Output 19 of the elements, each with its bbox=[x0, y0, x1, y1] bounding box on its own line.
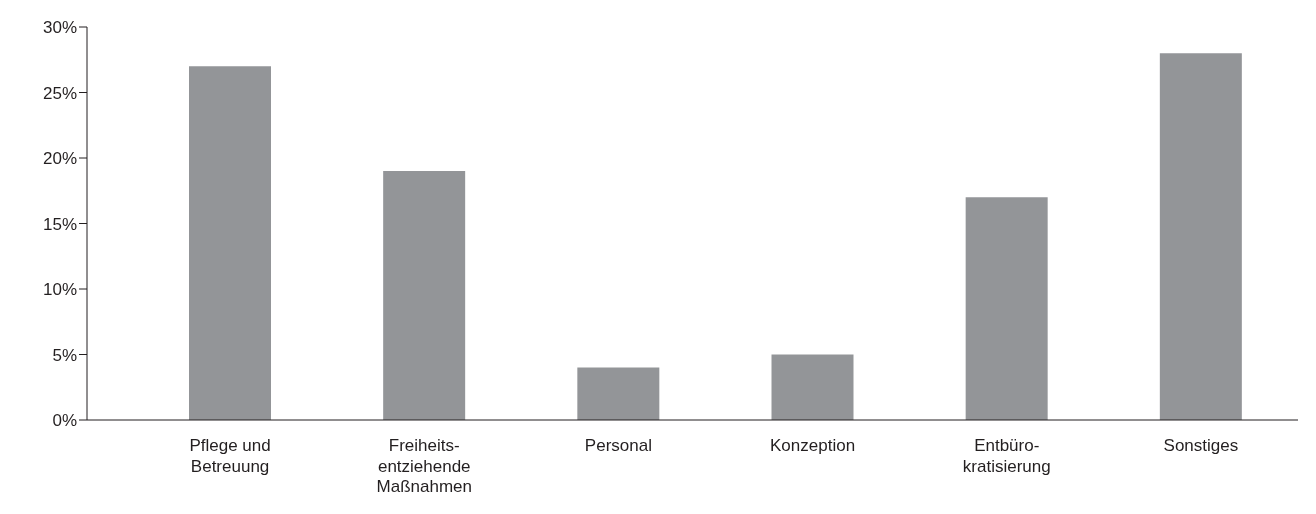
y-tick-label: 25% bbox=[42, 83, 77, 103]
bar bbox=[577, 367, 660, 420]
x-tick-label: Entbüro- kratisierung bbox=[962, 436, 1051, 476]
x-tick-label: Sonstiges bbox=[1163, 436, 1239, 456]
y-tick-label: 10% bbox=[42, 280, 77, 300]
bar bbox=[965, 197, 1048, 420]
y-tick-label: 20% bbox=[42, 149, 77, 169]
x-tick-label: Freiheits- entziehende Maßnahmen bbox=[376, 436, 472, 497]
x-tick-label: Konzeption bbox=[770, 436, 856, 456]
x-tick-label: Pflege und Betreuung bbox=[189, 436, 271, 476]
x-tick-label: Personal bbox=[584, 436, 652, 456]
bar bbox=[1159, 53, 1242, 420]
bar bbox=[383, 171, 466, 420]
bar bbox=[189, 66, 271, 420]
y-tick-label: 0% bbox=[52, 411, 77, 431]
y-tick-label: 30% bbox=[42, 18, 77, 38]
bar bbox=[771, 354, 854, 420]
y-tick-label: 15% bbox=[42, 214, 77, 234]
y-tick-label: 5% bbox=[52, 345, 77, 365]
